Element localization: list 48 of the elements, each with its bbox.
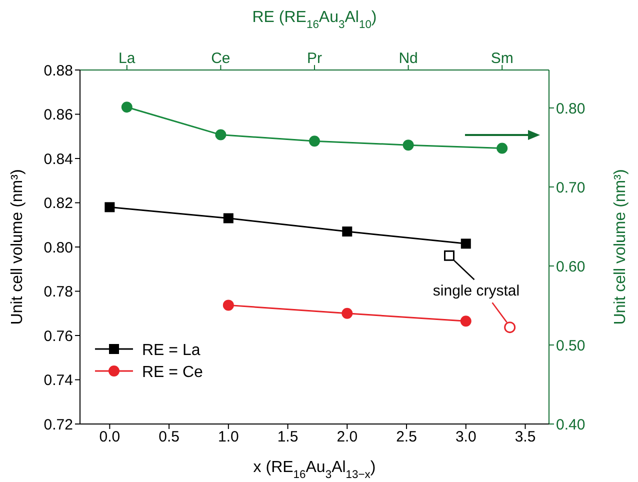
point (121, 102, 132, 113)
x-tick-label: Pr (307, 50, 322, 67)
x-tick-label: La (118, 50, 136, 67)
point (222, 300, 234, 311)
legend-label: RE = La (142, 342, 200, 359)
y-tick-label: 0.84 (44, 150, 73, 168)
x-tick-label: Nd (398, 50, 418, 67)
point (309, 136, 320, 147)
y-tick-label: 0.80 (556, 100, 586, 118)
annotation: single crystal (432, 282, 520, 300)
point (215, 129, 226, 140)
point (104, 202, 115, 212)
y-tick-label: 0.50 (556, 337, 586, 354)
y-tick-label: 0.60 (556, 258, 586, 276)
x-tick-label: Sm (490, 50, 514, 67)
point (504, 322, 516, 334)
point (402, 140, 414, 151)
point (460, 238, 471, 249)
point (342, 308, 353, 319)
point (342, 226, 352, 237)
y-tick-label: 0.70 (556, 179, 586, 196)
x-tick-label: 2.0 (336, 428, 358, 446)
point (223, 213, 234, 224)
point (460, 316, 472, 327)
y-tick-label: 0.78 (44, 284, 73, 301)
y-axis-title: Unit cell volume (nm³) (612, 169, 629, 325)
x-tick-label: 3.0 (455, 428, 476, 446)
y-tick-label: 0.72 (44, 416, 73, 434)
x-axis-title: RE (RE$_{16}$Au$_{3}$Al$_{10}$) (252, 9, 377, 31)
x-tick-label: 1.0 (218, 428, 239, 446)
y-tick-label: 0.88 (44, 62, 73, 80)
y-tick-label: 0.82 (44, 195, 73, 212)
y-tick-label: 0.40 (556, 416, 586, 434)
point (444, 250, 455, 261)
y-tick-label: 0.86 (44, 106, 73, 124)
x-tick-label: Ce (211, 50, 230, 67)
x-axis-title: x (RE$_{16}$Au$_{3}$Al$_{13−x}$) (253, 459, 376, 481)
y-tick-label: 0.76 (44, 328, 73, 345)
x-tick-label: 0.5 (158, 428, 180, 446)
y-axis-title: Unit cell volume (nm³) (9, 169, 26, 325)
x-tick-label: 0.0 (99, 428, 120, 446)
y-tick-label: 0.80 (44, 239, 73, 256)
point (496, 142, 508, 154)
y-tick-label: 0.74 (44, 372, 73, 390)
x-tick-label: 3.5 (514, 428, 536, 446)
legend-label: RE = Ce (142, 364, 204, 381)
x-tick-label: 1.5 (277, 428, 298, 446)
x-tick-label: 2.5 (396, 428, 417, 446)
